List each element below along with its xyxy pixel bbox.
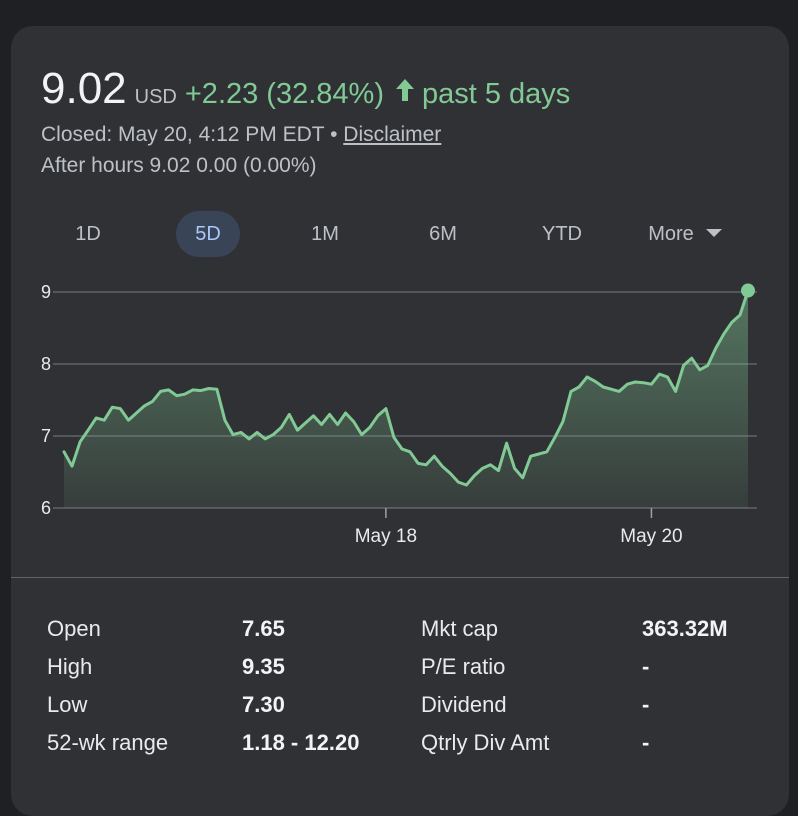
tab-1d[interactable]: 1D bbox=[58, 211, 118, 257]
stat-value-mkt-cap: 363.32M bbox=[642, 616, 728, 641]
stat-value-open: 7.65 bbox=[242, 616, 285, 641]
section-divider bbox=[11, 577, 789, 578]
stat-value-pe: - bbox=[642, 654, 650, 679]
y-tick-label: 9 bbox=[41, 282, 51, 302]
stat-label-52wk: 52-wk range bbox=[47, 730, 169, 755]
tab-label: YTD bbox=[542, 223, 582, 245]
y-tick-label: 8 bbox=[41, 354, 51, 374]
stat-label-low: Low bbox=[47, 692, 88, 717]
stat-value-qtrly-div: - bbox=[642, 730, 650, 755]
last-price-marker bbox=[741, 283, 755, 298]
stat-label-qtrly-div: Qtrly Div Amt bbox=[421, 730, 550, 755]
tab-ytd[interactable]: YTD bbox=[527, 211, 597, 257]
x-tick-label: May 20 bbox=[620, 526, 682, 547]
tab-label: 1M bbox=[311, 223, 339, 245]
separator-dot: • bbox=[330, 123, 338, 146]
stat-value-low: 7.30 bbox=[242, 692, 285, 717]
arrow-up-icon bbox=[394, 77, 416, 103]
market-status: Closed: May 20, 4:12 PM EDT • Disclaimer bbox=[41, 123, 441, 147]
tab-6m[interactable]: 6M bbox=[413, 211, 473, 257]
price-chart[interactable]: 9 8 7 6 May 18 May 20 bbox=[11, 26, 789, 566]
after-hours-quote: After hours 9.02 0.00 (0.00%) bbox=[41, 154, 317, 177]
tab-label: More bbox=[648, 223, 694, 245]
stat-value-high: 9.35 bbox=[242, 654, 285, 679]
tab-label: 6M bbox=[429, 223, 457, 245]
range-tabs: 1D 5D 1M 6M YTD More bbox=[11, 211, 789, 259]
disclaimer-link[interactable]: Disclaimer bbox=[343, 123, 442, 146]
stat-label-open: Open bbox=[47, 616, 101, 641]
x-tick-label: May 18 bbox=[355, 526, 417, 547]
tab-more[interactable]: More bbox=[633, 211, 737, 257]
y-tick-label: 6 bbox=[41, 498, 51, 518]
tab-label: 1D bbox=[75, 223, 101, 245]
stat-label-pe: P/E ratio bbox=[421, 654, 506, 679]
currency-code: USD bbox=[134, 86, 177, 108]
stat-label-mkt-cap: Mkt cap bbox=[421, 616, 499, 641]
price-header: 9.02 USD +2.23 (32.84%) past 5 days bbox=[41, 64, 570, 114]
price-area bbox=[64, 290, 748, 508]
price-line bbox=[62, 289, 750, 487]
change-period: past 5 days bbox=[421, 78, 571, 110]
stock-quote-card: 9.02 USD +2.23 (32.84%) past 5 days Clos… bbox=[11, 26, 789, 816]
stat-label-high: High bbox=[47, 654, 93, 679]
tab-label: 5D bbox=[195, 223, 221, 245]
price-change: +2.23 (32.84%) bbox=[184, 78, 384, 110]
current-price: 9.02 bbox=[41, 64, 127, 113]
tab-5d[interactable]: 5D bbox=[176, 211, 240, 257]
closed-time: Closed: May 20, 4:12 PM EDT bbox=[41, 123, 325, 146]
caret-down-icon bbox=[705, 228, 722, 237]
tab-1m[interactable]: 1M bbox=[295, 211, 355, 257]
stat-value-52wk: 1.18 - 12.20 bbox=[242, 730, 360, 755]
stat-label-dividend: Dividend bbox=[421, 692, 507, 717]
y-tick-label: 7 bbox=[41, 426, 51, 446]
stat-value-dividend: - bbox=[642, 692, 650, 717]
